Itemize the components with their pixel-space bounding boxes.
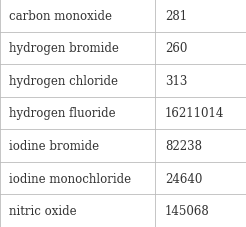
Text: 281: 281	[165, 10, 187, 23]
Text: 82238: 82238	[165, 139, 202, 152]
Text: hydrogen chloride: hydrogen chloride	[9, 75, 118, 88]
Text: nitric oxide: nitric oxide	[9, 204, 76, 217]
Text: hydrogen bromide: hydrogen bromide	[9, 42, 119, 55]
Text: 260: 260	[165, 42, 187, 55]
Text: 145068: 145068	[165, 204, 210, 217]
Text: iodine bromide: iodine bromide	[9, 139, 99, 152]
Text: hydrogen fluoride: hydrogen fluoride	[9, 107, 115, 120]
Text: iodine monochloride: iodine monochloride	[9, 172, 131, 185]
Text: 24640: 24640	[165, 172, 202, 185]
Text: carbon monoxide: carbon monoxide	[9, 10, 112, 23]
Text: 16211014: 16211014	[165, 107, 224, 120]
Text: 313: 313	[165, 75, 187, 88]
